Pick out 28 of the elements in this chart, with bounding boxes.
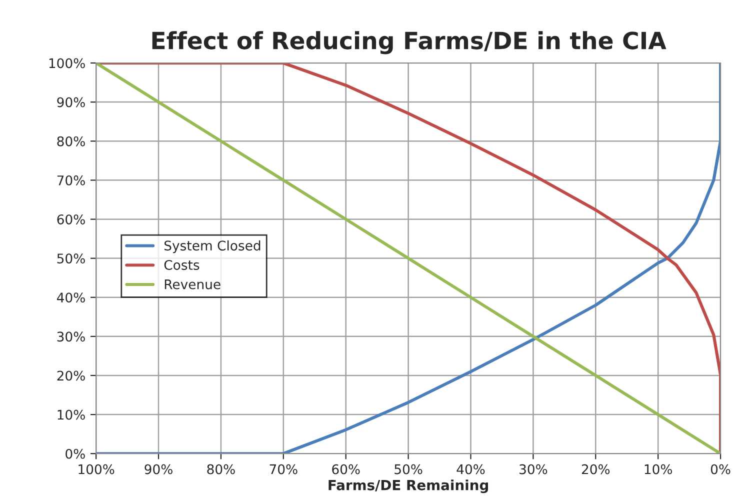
y-tick-label: 0% [66, 448, 85, 459]
y-tick-label: 80% [57, 136, 85, 146]
legend-label: Revenue [164, 280, 220, 290]
x-axis-title: Farms/DE Remaining [328, 480, 488, 494]
x-tick-label: 60% [332, 464, 360, 474]
x-tick-label: 90% [144, 464, 172, 474]
x-tick-label: 70% [270, 464, 298, 474]
y-tick-label: 100% [49, 58, 85, 68]
y-tick-label: 30% [57, 332, 85, 342]
y-tick-label: 40% [56, 292, 85, 303]
y-tick-label: 10% [58, 410, 85, 420]
x-tick-label: 30% [520, 464, 548, 474]
x-tick-label: 20% [582, 464, 610, 474]
legend-label: System Closed [164, 240, 260, 254]
x-tick-label: 10% [644, 464, 672, 474]
y-tick-label: 60% [57, 214, 85, 224]
x-tick-label: 0% [710, 464, 730, 474]
chart-title: Effect of Reducing Farms/DE in the CIA [152, 31, 666, 54]
x-tick-label: 40% [456, 464, 485, 474]
y-tick-label: 50% [57, 254, 85, 264]
y-tick-label: 90% [57, 97, 85, 108]
x-tick-label: 80% [207, 464, 235, 474]
x-tick-label: 100% [78, 464, 114, 474]
line-series [96, 63, 721, 454]
y-tick-label: 70% [57, 175, 85, 186]
y-tick-label: 20% [57, 370, 85, 381]
x-tick-label: 50% [394, 464, 422, 474]
legend-label: Costs [164, 260, 200, 270]
